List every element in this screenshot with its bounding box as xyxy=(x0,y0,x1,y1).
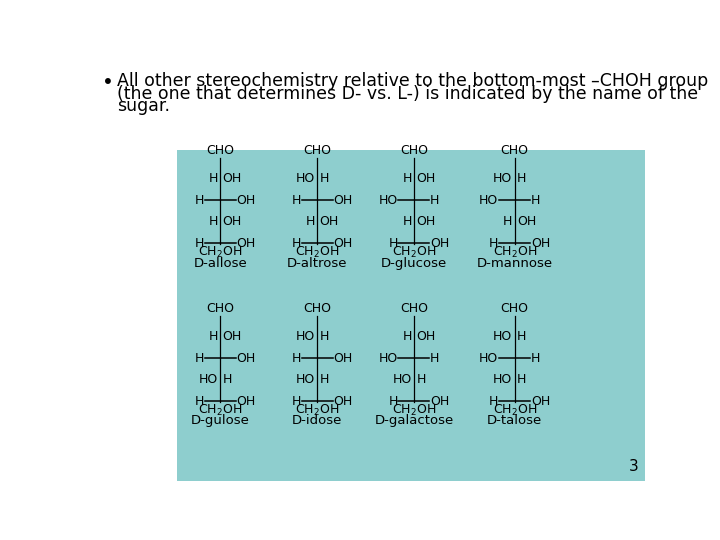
Text: D-gulose: D-gulose xyxy=(191,414,250,427)
Text: D-idose: D-idose xyxy=(292,414,342,427)
Text: OH: OH xyxy=(236,395,256,408)
Text: HO: HO xyxy=(480,194,498,207)
Text: CHO: CHO xyxy=(500,302,528,315)
Text: CH$_2$OH: CH$_2$OH xyxy=(392,245,436,260)
Text: H: H xyxy=(402,330,412,343)
Text: OH: OH xyxy=(222,172,242,185)
Text: H: H xyxy=(194,237,204,250)
Text: H: H xyxy=(431,194,440,207)
Text: CHO: CHO xyxy=(500,144,528,157)
Text: H: H xyxy=(194,352,204,365)
Text: CHO: CHO xyxy=(400,144,428,157)
Text: H: H xyxy=(292,395,301,408)
Text: H: H xyxy=(517,172,526,185)
Text: HO: HO xyxy=(295,373,315,386)
Text: OH: OH xyxy=(236,194,256,207)
Text: OH: OH xyxy=(416,172,436,185)
Text: 3: 3 xyxy=(629,460,639,475)
Text: CH$_2$OH: CH$_2$OH xyxy=(198,245,243,260)
Text: H: H xyxy=(209,215,218,228)
Text: H: H xyxy=(194,194,204,207)
Text: (the one that determines D- vs. L-) is indicated by the name of the: (the one that determines D- vs. L-) is i… xyxy=(117,85,698,103)
Text: HO: HO xyxy=(295,330,315,343)
Text: H: H xyxy=(305,215,315,228)
Text: OH: OH xyxy=(333,395,353,408)
Text: HO: HO xyxy=(379,352,397,365)
Text: H: H xyxy=(222,373,232,386)
Text: H: H xyxy=(431,352,440,365)
Text: CHO: CHO xyxy=(206,144,234,157)
Text: HO: HO xyxy=(392,373,412,386)
Text: OH: OH xyxy=(236,237,256,250)
Text: All other stereochemistry relative to the bottom-most –CHOH group: All other stereochemistry relative to th… xyxy=(117,72,708,91)
Text: OH: OH xyxy=(517,215,536,228)
Text: H: H xyxy=(388,395,397,408)
Text: CH$_2$OH: CH$_2$OH xyxy=(198,403,243,418)
Text: sugar.: sugar. xyxy=(117,97,170,115)
Text: •: • xyxy=(102,72,114,91)
Text: H: H xyxy=(531,194,540,207)
Text: OH: OH xyxy=(236,352,256,365)
Text: H: H xyxy=(517,330,526,343)
Text: HO: HO xyxy=(493,330,513,343)
Text: D-allose: D-allose xyxy=(194,256,247,269)
Text: HO: HO xyxy=(493,373,513,386)
Text: H: H xyxy=(388,237,397,250)
Text: HO: HO xyxy=(199,373,218,386)
Text: H: H xyxy=(320,373,329,386)
Text: D-altrose: D-altrose xyxy=(287,256,347,269)
Text: H: H xyxy=(209,172,218,185)
Text: D-galactose: D-galactose xyxy=(374,414,454,427)
Text: OH: OH xyxy=(333,237,353,250)
Text: H: H xyxy=(402,172,412,185)
Text: H: H xyxy=(489,395,498,408)
Text: OH: OH xyxy=(222,330,242,343)
Text: HO: HO xyxy=(379,194,397,207)
Text: D-talose: D-talose xyxy=(487,414,542,427)
Text: OH: OH xyxy=(531,395,550,408)
Text: H: H xyxy=(209,330,218,343)
Bar xyxy=(177,150,645,481)
Text: H: H xyxy=(489,237,498,250)
Text: HO: HO xyxy=(493,172,513,185)
Text: D-glucose: D-glucose xyxy=(381,256,447,269)
Text: H: H xyxy=(292,352,301,365)
Text: H: H xyxy=(320,330,329,343)
Text: HO: HO xyxy=(295,172,315,185)
Text: OH: OH xyxy=(416,215,436,228)
Text: CH$_2$OH: CH$_2$OH xyxy=(492,245,537,260)
Text: H: H xyxy=(402,215,412,228)
Text: CHO: CHO xyxy=(400,302,428,315)
Text: H: H xyxy=(531,352,540,365)
Text: OH: OH xyxy=(431,395,449,408)
Text: H: H xyxy=(517,373,526,386)
Text: CH$_2$OH: CH$_2$OH xyxy=(392,403,436,418)
Text: OH: OH xyxy=(222,215,242,228)
Text: H: H xyxy=(503,215,513,228)
Text: CHO: CHO xyxy=(206,302,234,315)
Text: CHO: CHO xyxy=(303,144,331,157)
Text: H: H xyxy=(194,395,204,408)
Text: OH: OH xyxy=(320,215,338,228)
Text: H: H xyxy=(320,172,329,185)
Text: H: H xyxy=(292,194,301,207)
Text: OH: OH xyxy=(531,237,550,250)
Text: OH: OH xyxy=(431,237,449,250)
Text: D-mannose: D-mannose xyxy=(477,256,553,269)
Text: CH$_2$OH: CH$_2$OH xyxy=(295,403,339,418)
Text: CH$_2$OH: CH$_2$OH xyxy=(492,403,537,418)
Text: H: H xyxy=(416,373,426,386)
Text: OH: OH xyxy=(333,194,353,207)
Text: OH: OH xyxy=(416,330,436,343)
Text: H: H xyxy=(292,237,301,250)
Text: OH: OH xyxy=(333,352,353,365)
Text: CH$_2$OH: CH$_2$OH xyxy=(295,245,339,260)
Text: HO: HO xyxy=(480,352,498,365)
Text: CHO: CHO xyxy=(303,302,331,315)
